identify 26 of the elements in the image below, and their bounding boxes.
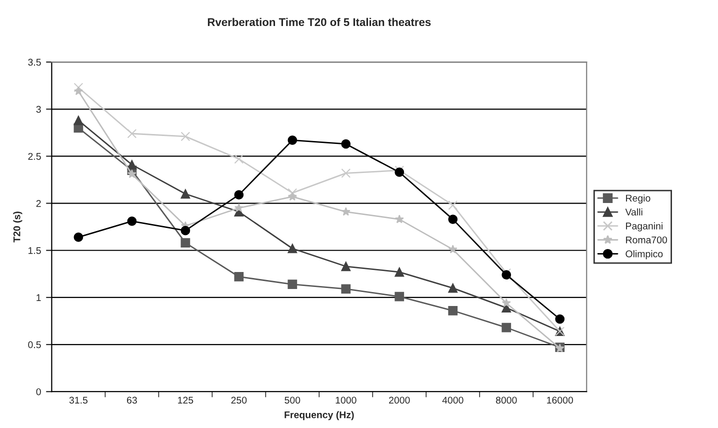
x-axis-title: Frequency (Hz) bbox=[284, 411, 354, 420]
y-tick-label: 0 bbox=[36, 388, 41, 396]
x-tick-label: 16000 bbox=[547, 396, 573, 404]
y-tick-label: 2.5 bbox=[28, 152, 41, 160]
y-tick-label: 3.5 bbox=[28, 58, 41, 66]
x-tick-label: 31.5 bbox=[69, 396, 88, 404]
y-tick-label: 0.5 bbox=[28, 341, 41, 348]
chart-title: Rverberation Time T20 of 5 Italian theatres bbox=[208, 18, 431, 26]
legend-label: Paganini bbox=[626, 222, 662, 232]
x-tick-label: 2000 bbox=[389, 396, 410, 404]
legend-label: Regio bbox=[626, 194, 650, 204]
y-tick-label: 1.5 bbox=[28, 247, 41, 254]
y-tick-label: 2 bbox=[36, 200, 41, 207]
x-tick-label: 125 bbox=[178, 396, 194, 404]
legend-label: Roma700 bbox=[626, 236, 668, 244]
legend-label: Valli bbox=[625, 208, 642, 216]
y-tick-label: 1 bbox=[36, 294, 41, 301]
legend-label: Olimpico bbox=[626, 250, 663, 260]
y-axis-title: T20 (s) bbox=[13, 212, 22, 242]
x-tick-label: 500 bbox=[284, 396, 300, 404]
x-tick-label: 63 bbox=[127, 396, 137, 404]
x-tick-label: 1000 bbox=[336, 396, 356, 404]
x-tick-label: 250 bbox=[231, 396, 247, 404]
x-tick-label: 4000 bbox=[442, 396, 464, 404]
y-tick-label: 3 bbox=[36, 106, 41, 113]
x-tick-label: 8000 bbox=[496, 396, 517, 404]
